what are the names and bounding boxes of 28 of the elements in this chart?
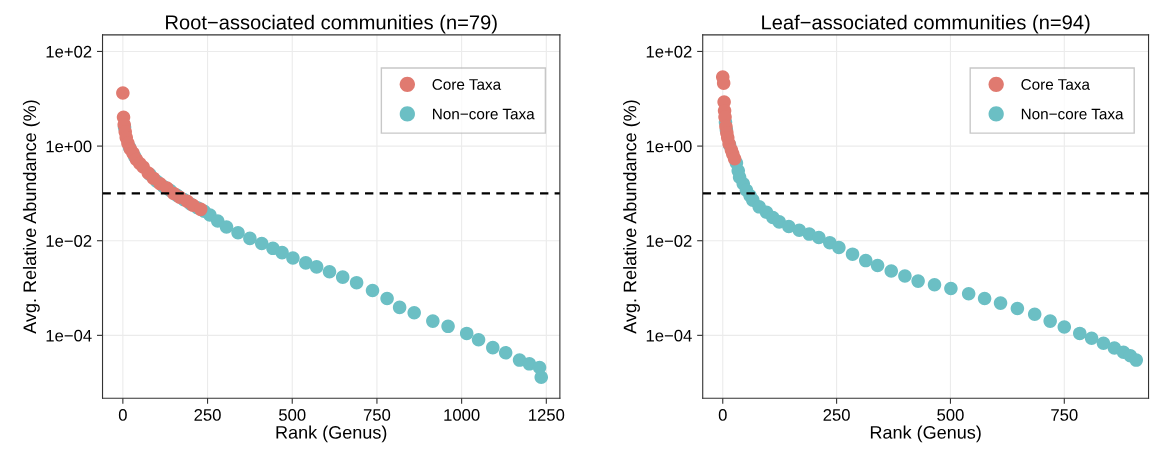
legend-label: Core Taxa xyxy=(432,79,502,90)
legend-label: Non−core Taxa xyxy=(433,108,535,120)
y-tick-label: 1e−04 xyxy=(46,329,92,342)
y-tick-label: 1e−02 xyxy=(46,235,92,247)
y-tick-label: 1e+00 xyxy=(646,140,692,153)
x-tick-label: 500 xyxy=(279,409,306,421)
x-tick-label: 1250 xyxy=(529,409,565,421)
legend-label: Core Taxa xyxy=(1021,79,1090,90)
y-tick-label: 1e+02 xyxy=(46,45,92,58)
y-tick-label: 1e−02 xyxy=(646,235,692,247)
chart-title: Root−associated communities (n=79) xyxy=(166,14,497,34)
x-axis-title: Rank (Genus) xyxy=(870,425,981,443)
y-axis-title: Avg. Relative Abundance (%) xyxy=(22,100,40,334)
x-tick-label: 250 xyxy=(823,409,850,421)
y-tick-label: 1e+00 xyxy=(46,140,92,153)
x-tick-label: 0 xyxy=(718,409,727,421)
y-tick-label: 1e−04 xyxy=(646,329,692,342)
chart-title: Leaf−associated communities (n=94) xyxy=(762,14,1090,34)
x-tick-label: 250 xyxy=(194,409,221,421)
x-axis-title: Rank (Genus) xyxy=(276,425,387,443)
legend-label: Non−core Taxa xyxy=(1021,108,1124,120)
y-tick-label: 1e+02 xyxy=(646,45,692,58)
x-tick-label: 0 xyxy=(118,409,127,421)
y-axis-title: Avg. Relative Abundance (%) xyxy=(623,100,640,334)
x-tick-label: 500 xyxy=(937,409,964,421)
x-tick-label: 1000 xyxy=(444,409,480,421)
x-tick-label: 750 xyxy=(1051,409,1078,421)
x-tick-label: 750 xyxy=(363,409,391,421)
